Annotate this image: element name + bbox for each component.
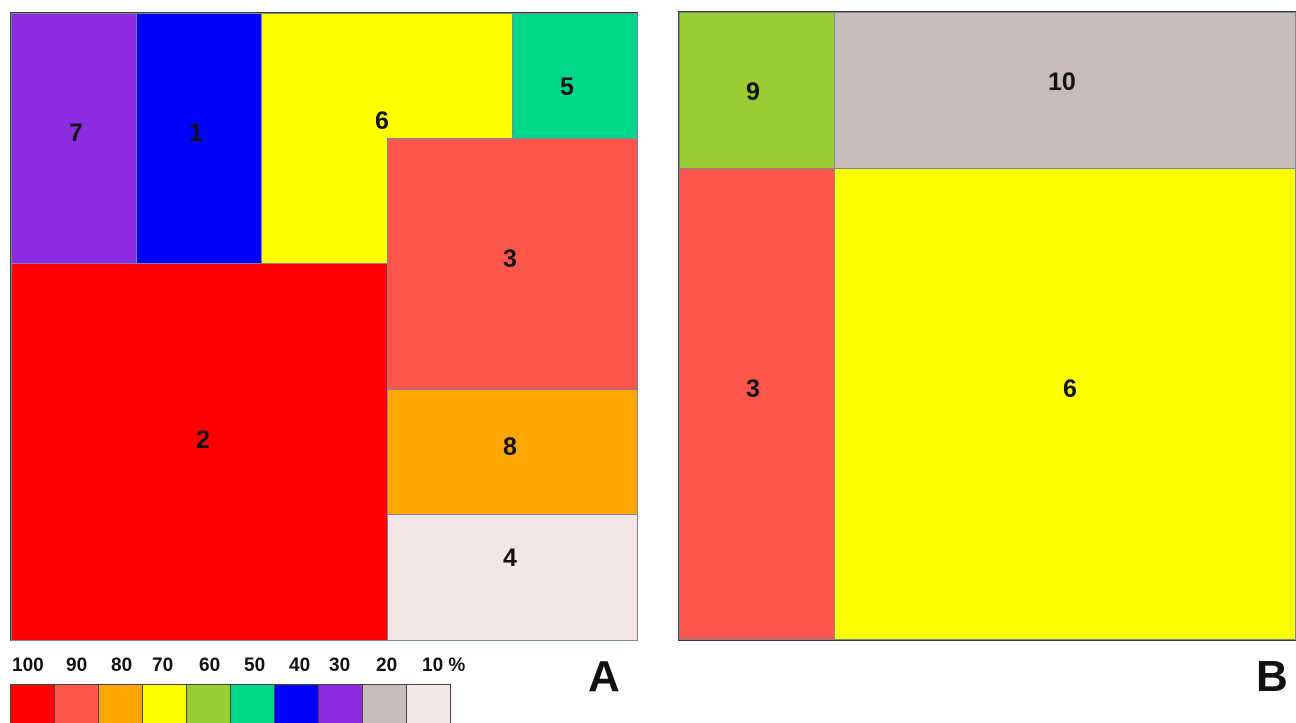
- legend-swatch-70: [142, 684, 187, 723]
- cell-b-10-label: 10: [1048, 68, 1076, 97]
- cell-a-5-label: 5: [560, 73, 574, 102]
- cell-b-9: 9: [679, 12, 835, 169]
- legend-label-10: 10 %: [422, 655, 465, 677]
- legend-swatches: [10, 684, 450, 723]
- legend-swatch-10: [406, 684, 451, 723]
- cell-a-4-label: 4: [503, 544, 517, 573]
- legend-label-100: 100: [12, 655, 44, 677]
- legend-swatch-50: [230, 684, 275, 723]
- cell-a-4: 4: [387, 514, 638, 641]
- cell-b-6-label: 6: [1063, 375, 1077, 404]
- legend-label-60: 60: [199, 655, 220, 677]
- legend-label-20: 20: [376, 655, 397, 677]
- panel-b: 9 10 3 6: [678, 11, 1296, 641]
- cell-a-2: 2: [11, 263, 388, 641]
- cell-a-8: 8: [387, 389, 638, 515]
- legend-swatch-100: [10, 684, 55, 723]
- legend-label-70: 70: [152, 655, 173, 677]
- panel-a: 7 1 6 5 3 2 8 4: [10, 12, 638, 641]
- cell-a-1: 1: [136, 13, 262, 264]
- legend-label-30: 30: [329, 655, 350, 677]
- cell-a-5: 5: [512, 13, 638, 139]
- cell-a-1-label: 1: [189, 119, 203, 148]
- legend-swatch-30: [318, 684, 363, 723]
- cell-b-3: 3: [679, 168, 835, 640]
- cell-b-9-label: 9: [746, 78, 760, 107]
- cell-a-8-label: 8: [503, 433, 517, 462]
- legend-label-90: 90: [66, 655, 87, 677]
- legend-swatch-20: [362, 684, 407, 723]
- cell-a-6-label: 6: [375, 107, 389, 136]
- legend-labels: 100 90 80 70 60 50 40 30 20 10 %: [10, 655, 480, 683]
- legend-swatch-90: [54, 684, 99, 723]
- cell-a-2-label: 2: [196, 426, 210, 455]
- cell-a-3-label: 3: [503, 245, 517, 274]
- legend-label-50: 50: [244, 655, 265, 677]
- legend-swatch-40: [274, 684, 319, 723]
- legend-label-80: 80: [111, 655, 132, 677]
- cell-a-7: 7: [11, 13, 137, 264]
- legend-swatch-60: [186, 684, 231, 723]
- panel-a-letter: A: [588, 652, 620, 702]
- cell-b-3-label: 3: [746, 375, 760, 404]
- cell-b-6: 6: [834, 168, 1296, 640]
- legend-swatch-80: [98, 684, 143, 723]
- panel-b-letter: B: [1256, 652, 1288, 702]
- cell-b-10: 10: [834, 12, 1296, 169]
- cell-a-7-label: 7: [69, 119, 83, 148]
- cell-a-3: 3: [387, 138, 638, 390]
- legend-label-40: 40: [289, 655, 310, 677]
